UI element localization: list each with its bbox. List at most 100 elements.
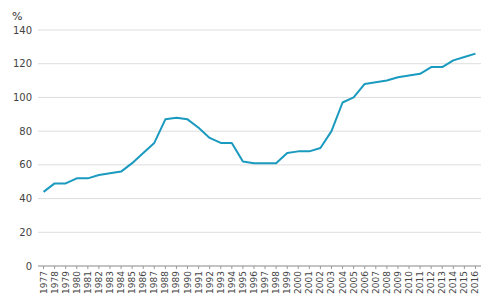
x-tick xyxy=(309,266,310,269)
x-tick xyxy=(54,266,55,269)
y-tick-label: 140 xyxy=(13,25,32,36)
x-tick xyxy=(87,266,88,269)
x-tick xyxy=(76,266,77,269)
x-tick xyxy=(209,266,210,269)
x-tick-label: 2011 xyxy=(415,271,425,294)
x-tick-label: 2014 xyxy=(448,271,458,294)
x-tick-label: 1996 xyxy=(249,271,259,294)
x-tick-label: 1993 xyxy=(216,271,226,294)
grid-line xyxy=(38,131,481,132)
x-axis: 1977197819791980198119821983198419851986… xyxy=(39,266,481,294)
x-tick-label: 1977 xyxy=(39,271,49,294)
x-tick-label: 1981 xyxy=(83,271,93,294)
x-tick-label: 2001 xyxy=(304,271,314,294)
x-tick-label: 1990 xyxy=(183,271,193,294)
x-tick xyxy=(353,266,354,269)
x-tick-label: 2006 xyxy=(360,271,370,294)
x-tick xyxy=(132,266,133,269)
x-tick xyxy=(198,266,199,269)
grid-line xyxy=(38,30,481,31)
x-tick-label: 2007 xyxy=(371,271,381,294)
x-tick xyxy=(43,266,44,269)
chart: 0 20 40 60 80 100 120 140 1977197819791980198119… xyxy=(0,0,493,306)
x-tick-label: 2008 xyxy=(382,271,392,294)
y-tick-label: 80 xyxy=(19,126,32,137)
y-tick-label: 100 xyxy=(13,92,32,103)
x-tick xyxy=(287,266,288,269)
x-tick xyxy=(475,266,476,269)
x-tick-label: 2013 xyxy=(437,271,447,294)
x-tick xyxy=(265,266,266,269)
x-tick xyxy=(276,266,277,269)
x-tick-label: 1987 xyxy=(149,271,159,294)
x-tick xyxy=(386,266,387,269)
x-tick-label: 2000 xyxy=(293,271,303,294)
x-tick-label: 1999 xyxy=(282,271,292,294)
x-tick-label: 1991 xyxy=(194,271,204,294)
x-tick xyxy=(375,266,376,269)
x-tick-label: 1979 xyxy=(61,271,71,294)
x-tick-label: 1988 xyxy=(160,271,170,294)
x-tick xyxy=(143,266,144,269)
x-tick xyxy=(342,266,343,269)
grid-line xyxy=(38,198,481,199)
x-tick xyxy=(176,266,177,269)
x-tick-label: 1998 xyxy=(271,271,281,294)
x-tick xyxy=(65,266,66,269)
x-tick xyxy=(364,266,365,269)
x-tick-label: 2009 xyxy=(393,271,403,294)
x-tick xyxy=(420,266,421,269)
x-tick xyxy=(442,266,443,269)
x-tick-label: 2010 xyxy=(404,271,414,294)
x-tick-label: 1994 xyxy=(227,271,237,294)
x-tick xyxy=(165,266,166,269)
y-tick-label: 120 xyxy=(13,58,32,69)
x-tick xyxy=(298,266,299,269)
x-tick-label: 1995 xyxy=(238,271,248,294)
x-tick xyxy=(242,266,243,269)
x-tick-label: 1997 xyxy=(260,271,270,294)
grid-line xyxy=(38,266,481,267)
x-tick xyxy=(187,266,188,269)
x-tick-label: 2016 xyxy=(470,271,480,294)
x-tick xyxy=(98,266,99,269)
x-tick-label: 2005 xyxy=(349,271,359,294)
y-tick-label: 40 xyxy=(19,193,32,204)
y-tick-label: 20 xyxy=(19,227,32,238)
x-tick-label: 1978 xyxy=(50,271,60,294)
x-tick-label: 1984 xyxy=(116,271,126,294)
x-tick-label: 2002 xyxy=(315,271,325,294)
x-tick-label: 2015 xyxy=(459,271,469,294)
x-tick xyxy=(331,266,332,269)
x-tick-label: 1983 xyxy=(105,271,115,294)
x-tick-label: 1992 xyxy=(205,271,215,294)
grid-line xyxy=(38,232,481,233)
x-tick-label: 1982 xyxy=(94,271,104,294)
x-tick-label: 2003 xyxy=(326,271,336,294)
x-tick xyxy=(220,266,221,269)
x-tick-label: 1985 xyxy=(127,271,137,294)
x-tick xyxy=(431,266,432,269)
y-tick-label: 0 xyxy=(26,261,32,272)
x-tick xyxy=(109,266,110,269)
x-tick xyxy=(253,266,254,269)
x-tick-label: 2004 xyxy=(338,271,348,294)
grid-line xyxy=(38,97,481,98)
x-tick xyxy=(453,266,454,269)
x-tick xyxy=(320,266,321,269)
x-tick xyxy=(121,266,122,269)
chart-container: 0 20 40 60 80 100 120 140 1977197819791980198119… xyxy=(0,0,493,306)
data-line xyxy=(44,54,476,192)
y-tick-label: 60 xyxy=(19,159,32,170)
x-tick xyxy=(464,266,465,269)
grid-line xyxy=(38,63,481,64)
x-axis-line xyxy=(38,266,481,267)
grid-line xyxy=(38,164,481,165)
x-tick-label: 2012 xyxy=(426,271,436,294)
y-grid xyxy=(38,30,481,266)
x-tick-label: 1986 xyxy=(138,271,148,294)
y-axis-label: % xyxy=(12,10,22,23)
x-tick xyxy=(231,266,232,269)
x-tick xyxy=(409,266,410,269)
x-tick-label: 1989 xyxy=(171,271,181,294)
